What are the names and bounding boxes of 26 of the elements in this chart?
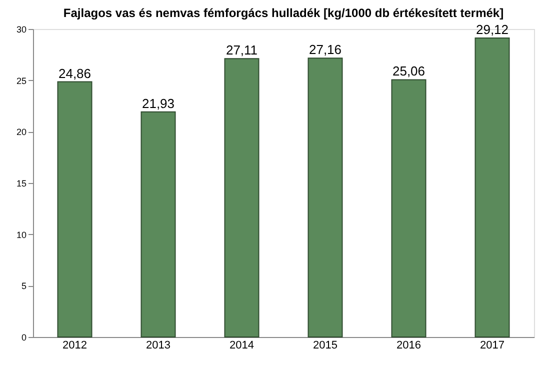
x-tick-label: 2015 (313, 340, 338, 352)
x-tick-label: 2014 (230, 340, 254, 352)
bar (474, 38, 510, 338)
y-tick-label: 0 (21, 332, 26, 342)
x-tick-label: 2013 (146, 340, 170, 352)
data-label: 27,16 (308, 42, 342, 58)
y-tick-label: 30 (16, 24, 26, 34)
y-tick-label: 10 (16, 230, 26, 240)
bar (391, 79, 426, 338)
data-label: 25,06 (392, 64, 426, 79)
y-tick-label: 15 (16, 178, 26, 188)
y-tick-label: 20 (16, 127, 26, 138)
y-tick-label: 5 (21, 281, 26, 292)
bar (224, 58, 260, 338)
data-label: 21,93 (142, 96, 175, 111)
data-label: 27,11 (226, 42, 258, 58)
x-tick-label: 2017 (480, 340, 504, 352)
x-tick-label: 2016 (396, 340, 421, 352)
chart-title: Fajlagos vas és nemvas fémforgács hulladék [kg/1000 db értékesített termék] (63, 6, 504, 20)
data-label: 29,12 (476, 22, 509, 38)
x-tick-label: 2012 (62, 340, 87, 352)
bar (57, 81, 92, 338)
y-tick-label: 25 (16, 76, 26, 86)
bar (140, 111, 176, 338)
bar (308, 58, 343, 338)
data-label: 24,86 (58, 66, 92, 81)
